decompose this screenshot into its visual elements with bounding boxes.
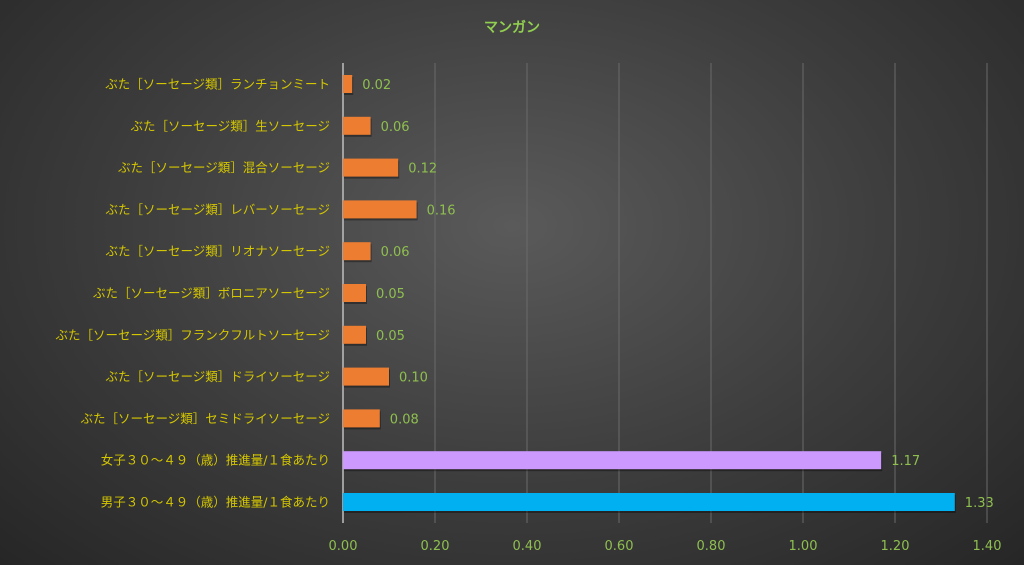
- data-label: 0.16: [427, 203, 456, 218]
- bar: [343, 409, 380, 428]
- bar: [343, 367, 389, 386]
- category-label: 男子３０～４９（歳）推進量/１食あたり: [101, 495, 330, 510]
- category-label: ぶた［ソーセージ類］混合ソーセージ: [118, 160, 330, 175]
- x-tick-label: 1.40: [973, 539, 1002, 554]
- data-label: 0.10: [399, 371, 428, 386]
- bar: [343, 200, 417, 219]
- x-tick-label: 1.00: [789, 539, 818, 554]
- data-label: 0.05: [376, 329, 405, 344]
- bar: [343, 75, 353, 93]
- category-label: ぶた［ソーセージ類］ボロニアソーセージ: [93, 286, 330, 301]
- x-tick-label: 0.60: [605, 539, 634, 554]
- x-tick-label: 0.40: [513, 539, 542, 554]
- data-label: 0.06: [381, 120, 410, 135]
- x-tick-label: 0.80: [697, 539, 726, 554]
- data-label: 0.12: [408, 162, 437, 177]
- bar: [343, 451, 882, 470]
- bar: [343, 242, 371, 261]
- category-label: ぶた［ソーセージ類］フランクフルトソーセージ: [55, 327, 330, 342]
- data-label: 0.02: [362, 78, 391, 93]
- category-label: ぶた［ソーセージ類］ドライソーセージ: [105, 369, 330, 384]
- data-label: 0.08: [390, 412, 419, 427]
- bar: [343, 325, 366, 344]
- x-tick-label: 1.20: [881, 539, 910, 554]
- x-tick-label: 0.00: [329, 539, 358, 554]
- chart-title: マンガン: [484, 20, 540, 36]
- data-label: 1.33: [965, 496, 994, 511]
- bar: [343, 116, 371, 135]
- category-label: ぶた［ソーセージ類］セミドライソーセージ: [80, 411, 330, 426]
- category-label: ぶた［ソーセージ類］生ソーセージ: [130, 118, 330, 133]
- bar: [343, 158, 399, 177]
- category-label: 女子３０～４９（歳）推進量/１食あたり: [101, 453, 330, 468]
- bar: [343, 284, 366, 302]
- bar: [343, 493, 955, 511]
- data-label: 1.17: [891, 454, 920, 469]
- data-label: 0.06: [381, 245, 410, 260]
- category-label: ぶた［ソーセージ類］リオナソーセージ: [105, 244, 330, 259]
- category-label: ぶた［ソーセージ類］レバーソーセージ: [105, 202, 330, 217]
- data-label: 0.05: [376, 287, 405, 302]
- category-label: ぶた［ソーセージ類］ランチョンミート: [105, 77, 330, 92]
- x-tick-label: 0.20: [421, 539, 450, 554]
